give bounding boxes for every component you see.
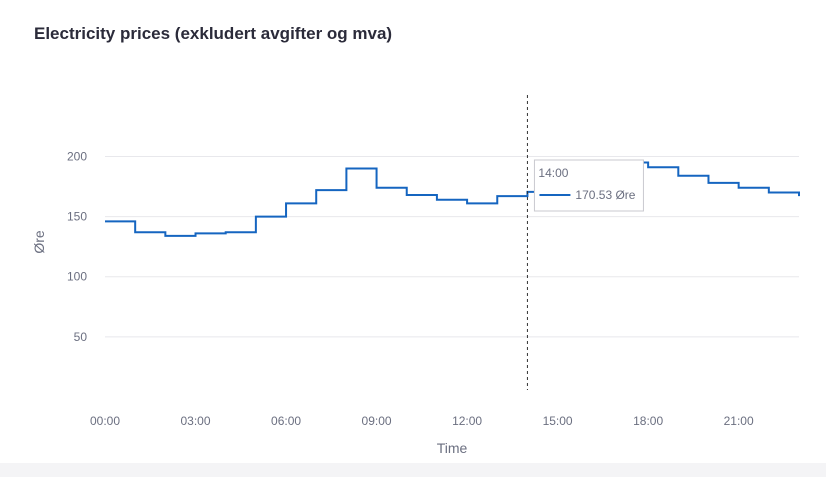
y-axis-ticks: 50 100 150 200 bbox=[67, 149, 87, 343]
footer-strip bbox=[0, 463, 826, 477]
series-line bbox=[105, 161, 800, 237]
y-tick-label: 200 bbox=[67, 149, 87, 163]
price-series bbox=[105, 161, 800, 237]
x-tick-label: 00:00 bbox=[90, 414, 120, 428]
x-tick-label: 21:00 bbox=[724, 414, 754, 428]
x-tick-label: 09:00 bbox=[362, 414, 392, 428]
x-tick-label: 15:00 bbox=[543, 414, 573, 428]
y-tick-label: 50 bbox=[74, 330, 88, 344]
tooltip-box bbox=[533, 159, 644, 212]
x-axis-ticks: 00:00 03:00 06:00 09:00 12:00 15:00 18:00 21:00 bbox=[90, 414, 754, 428]
y-axis-title: Øre bbox=[31, 230, 47, 254]
x-axis-title: Time bbox=[437, 440, 468, 456]
x-tick-label: 18:00 bbox=[633, 414, 663, 428]
tooltip-value-label: 170.53 Øre bbox=[575, 188, 635, 202]
grid-lines bbox=[105, 155, 799, 338]
tooltip-time-label: 14:00 bbox=[538, 166, 568, 180]
y-tick-label: 150 bbox=[67, 210, 87, 224]
chart-title: Electricity prices (exkludert avgifter o… bbox=[34, 24, 393, 43]
y-tick-label: 100 bbox=[67, 270, 87, 284]
x-tick-label: 06:00 bbox=[271, 414, 301, 428]
x-tick-label: 12:00 bbox=[452, 414, 482, 428]
price-chart[interactable]: 50 100 150 200 00:00 03:00 06:00 09:00 12:00 15:… bbox=[0, 0, 826, 463]
x-tick-label: 03:00 bbox=[181, 414, 211, 428]
hover-tooltip: 14:00 170.53 Øre bbox=[533, 159, 644, 212]
